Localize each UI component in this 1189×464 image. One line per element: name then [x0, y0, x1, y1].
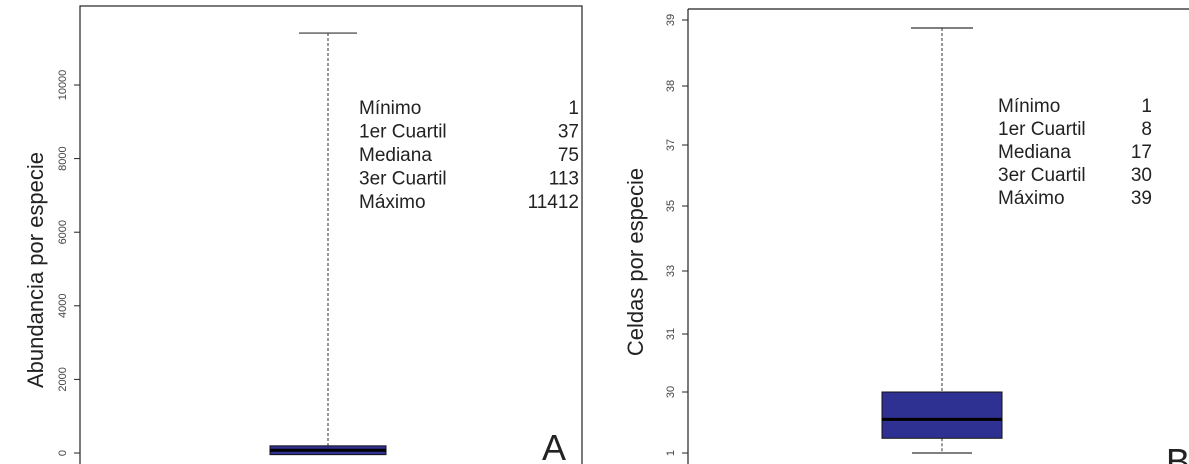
panel-a-y-tick-label: 2000	[57, 367, 69, 391]
panel-b-stat-label: Máximo	[998, 188, 1065, 209]
panel-b-y-tick-label: 30	[665, 386, 677, 398]
panel-b: 1 30 31 33 35 37 38 39 Celdas por especie Mínim…	[623, 8, 1189, 464]
panel-a-stat-value: 37	[558, 122, 579, 143]
panel-a-stat-value: 113	[549, 169, 579, 190]
panel-b-stats: Mínimo 1 1er Cuartil 8 Mediana 17 3er Cuartil 3…	[998, 96, 1152, 209]
panel-a-stat-label: Mediana	[359, 145, 432, 166]
panel-b-stat-label: 3er Cuartil	[998, 165, 1086, 186]
panel-a-y-axis: 0 2000 4000 6000 8000 10000	[57, 70, 80, 456]
panel-a-y-tick-label: 0	[57, 450, 69, 456]
panel-b-y-tick-label: 37	[665, 139, 677, 151]
panel-b-y-tick-label: 31	[665, 328, 677, 340]
panel-b-stat-value: 17	[1131, 142, 1152, 163]
panel-b-stat-value: 1	[1141, 96, 1152, 117]
panel-a-boxplot	[269, 32, 387, 456]
panel-b-label: B	[1166, 441, 1189, 464]
panel-a-plot-frame	[79, 5, 583, 464]
panel-b-y-tick-label: 38	[665, 80, 677, 92]
panel-a: 0 2000 4000 6000 8000 10000 Abundancia por es…	[23, 5, 583, 464]
panel-a-stat-value: 1	[568, 98, 579, 119]
panel-b-stat-label: Mediana	[998, 142, 1071, 163]
panel-b-stat-value: 8	[1141, 119, 1152, 140]
panel-a-y-tick-label: 10000	[57, 70, 69, 101]
panel-a-stat-label: Máximo	[359, 192, 426, 213]
panel-a-y-tick-label: 6000	[57, 220, 69, 244]
panel-a-stat-value: 11412	[528, 192, 579, 213]
panel-a-y-axis-title: Abundancia por especie	[23, 152, 48, 388]
panel-a-label: A	[542, 427, 566, 464]
panel-b-y-tick-label: 35	[665, 200, 677, 212]
panel-a-stat-label: Mínimo	[359, 98, 421, 119]
panel-b-box	[881, 391, 1003, 439]
panel-b-boxplot	[881, 27, 1003, 454]
panel-b-y-tick-label: 39	[665, 14, 677, 26]
panel-a-y-tick-label: 4000	[57, 294, 69, 318]
panel-b-stat-label: Mínimo	[998, 96, 1060, 117]
panel-a-stats: Mínimo 1 1er Cuartil 37 Mediana 75 3er Cuartil…	[359, 98, 579, 213]
panel-a-stat-label: 1er Cuartil	[359, 122, 447, 143]
panel-a-stat-label: 3er Cuartil	[359, 169, 447, 190]
panel-b-y-axis: 1 30 31 33 35 37 38 39	[665, 14, 688, 456]
panel-b-y-axis-title: Celdas por especie	[623, 168, 648, 356]
panel-b-y-tick-label: 33	[665, 265, 677, 277]
panel-b-stat-value: 39	[1131, 188, 1152, 209]
panel-b-y-tick-label: 1	[665, 450, 677, 456]
panel-b-stat-value: 30	[1131, 165, 1152, 186]
panel-a-y-tick-label: 8000	[57, 146, 69, 170]
panel-b-stat-label: 1er Cuartil	[998, 119, 1086, 140]
panel-a-stat-value: 75	[558, 145, 579, 166]
